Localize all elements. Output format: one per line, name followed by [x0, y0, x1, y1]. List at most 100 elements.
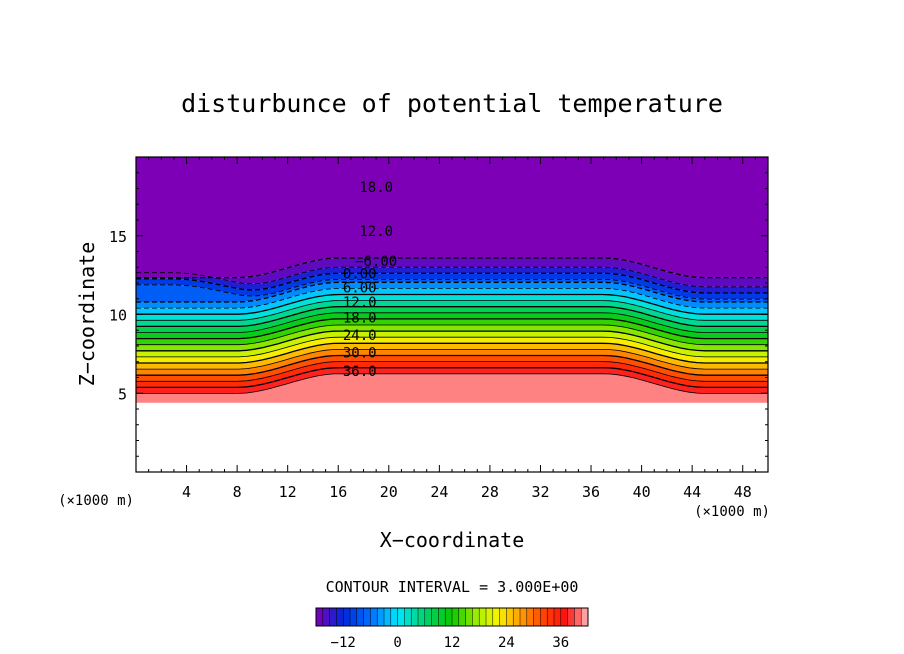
y-tick-label: 15 — [109, 228, 127, 246]
colorbar-labels: −12 0 12 24 36 — [331, 635, 570, 651]
y-axis-label: Z−coordinate — [75, 242, 99, 387]
contour-band — [136, 300, 768, 327]
contour-label: 36.0 — [343, 364, 377, 380]
colorbar-cell — [322, 608, 330, 626]
contour-line — [136, 281, 768, 303]
contour-label: 30.0 — [343, 345, 377, 361]
contour-label: −6.00 — [355, 254, 397, 270]
colorbar-cell — [486, 608, 494, 626]
contour-band — [136, 373, 768, 403]
contour-band — [136, 294, 768, 321]
x-tick-label: 36 — [582, 483, 600, 501]
colorbar-cell — [397, 608, 405, 626]
contour-band — [136, 361, 768, 388]
x-axis-label: X−coordinate — [380, 528, 525, 552]
colorbar-cell — [329, 608, 337, 626]
colorbar-cell — [431, 608, 439, 626]
y-tick-label: 10 — [109, 307, 127, 325]
colorbar-cell — [343, 608, 351, 626]
y-tick-label: 5 — [118, 385, 127, 403]
contour-line — [136, 354, 768, 376]
contour-band — [136, 355, 768, 382]
colorbar-tick-label: −12 — [331, 635, 356, 651]
x-tick-label: 12 — [279, 483, 297, 501]
colorbar-cell — [377, 608, 385, 626]
contour-line — [136, 272, 768, 294]
contour-line — [136, 342, 768, 364]
contour-line — [136, 324, 768, 346]
contour-line — [136, 288, 768, 309]
contour-line — [136, 257, 768, 279]
contour-line — [136, 367, 768, 389]
x-tick-label: 8 — [233, 483, 242, 501]
contour-lines — [136, 257, 768, 394]
colorbar-tick-label: 0 — [393, 635, 401, 651]
contour-label: 24.0 — [343, 328, 377, 344]
x-tick-label: 28 — [481, 483, 499, 501]
contour-band — [136, 325, 768, 351]
plot-area — [136, 157, 768, 403]
colorbar-cell — [520, 608, 528, 626]
colorbar-cell — [547, 608, 555, 626]
contour-band — [136, 258, 768, 287]
contour-band — [136, 157, 768, 278]
x-tick-label: 44 — [683, 483, 701, 501]
colorbar-tick-label: 12 — [444, 635, 461, 651]
x-tick-label: 48 — [734, 483, 752, 501]
colorbar-cell — [418, 608, 426, 626]
contour-band — [136, 267, 768, 293]
contour-interval-text: CONTOUR INTERVAL = 3.000E+00 — [326, 578, 579, 596]
colorbar-cell — [513, 608, 521, 626]
contour-line — [136, 279, 768, 300]
contour-line — [136, 361, 768, 382]
contour-band — [136, 337, 768, 363]
contour-band — [136, 349, 768, 376]
contour-band — [136, 318, 768, 345]
colorbar-cell — [356, 608, 364, 626]
colorbar-cell — [363, 608, 371, 626]
x-tick-label: 32 — [531, 483, 549, 501]
contour-line — [136, 318, 768, 340]
x-tick-label: 20 — [380, 483, 398, 501]
chart-title: disturbunce of potential temperature — [181, 89, 723, 118]
contour-band — [136, 279, 768, 302]
colorbar-cell — [336, 608, 344, 626]
colorbar-cell — [540, 608, 548, 626]
x-unit-left: (×1000 m) — [58, 493, 134, 509]
contour-labels: 18.012.0−6.000.006.0012.018.024.030.036.… — [343, 180, 397, 380]
contour-line — [136, 330, 768, 352]
colorbar-cell — [533, 608, 541, 626]
colorbar-cell — [404, 608, 412, 626]
contour-label: 12.0 — [359, 224, 393, 240]
colorbar-cell — [465, 608, 473, 626]
contour-band — [136, 312, 768, 339]
contour-line — [136, 349, 768, 370]
contour-band — [136, 273, 768, 300]
colorbar-cell — [370, 608, 378, 626]
colorbar-cell — [492, 608, 500, 626]
colorbar-cell — [424, 608, 432, 626]
contour-label: 12.0 — [343, 295, 377, 311]
colorbar-cell — [567, 608, 575, 626]
colorbar-cell — [384, 608, 392, 626]
contour-fill — [136, 157, 768, 403]
contour-band — [136, 282, 768, 309]
colorbar-cell — [526, 608, 534, 626]
colorbar — [315, 608, 589, 626]
colorbar-frame — [315, 607, 589, 627]
contour-band — [136, 367, 768, 394]
colorbar-cell — [316, 608, 324, 626]
colorbar-cell — [411, 608, 419, 626]
contour-line — [136, 312, 768, 333]
x-tick-label: 4 — [182, 483, 191, 501]
colorbar-cell — [452, 608, 460, 626]
contour-line — [136, 293, 768, 315]
x-unit-right: (×1000 m) — [694, 504, 770, 520]
colorbar-cell — [458, 608, 466, 626]
colorbar-cell — [554, 608, 562, 626]
colorbar-cell — [390, 608, 398, 626]
contour-label: 18.0 — [359, 180, 393, 196]
contour-band — [136, 306, 768, 333]
